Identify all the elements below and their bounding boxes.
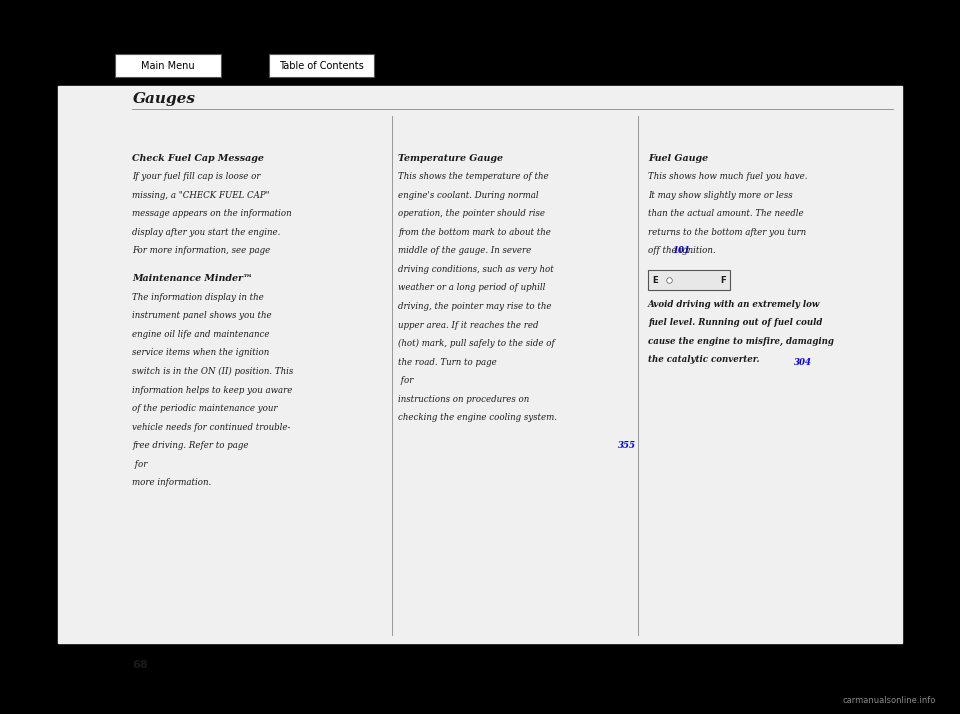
Text: This shows the temperature of the: This shows the temperature of the <box>398 172 549 181</box>
Text: 304: 304 <box>794 358 812 367</box>
Text: for: for <box>132 460 148 469</box>
Text: Fuel Gauge: Fuel Gauge <box>648 154 708 163</box>
Text: fuel level. Running out of fuel could: fuel level. Running out of fuel could <box>648 318 823 327</box>
Text: F: F <box>720 276 726 285</box>
Text: engine oil life and maintenance: engine oil life and maintenance <box>132 330 270 339</box>
FancyBboxPatch shape <box>269 54 374 77</box>
Text: than the actual amount. The needle: than the actual amount. The needle <box>648 209 804 218</box>
Text: This shows how much fuel you have.: This shows how much fuel you have. <box>648 172 807 181</box>
Text: switch is in the ON (II) position. This: switch is in the ON (II) position. This <box>132 367 294 376</box>
Bar <box>648 271 730 291</box>
Text: 68: 68 <box>132 660 148 670</box>
Text: For more information, see page: For more information, see page <box>132 246 271 256</box>
Text: upper area. If it reaches the red: upper area. If it reaches the red <box>398 321 539 330</box>
Text: operation, the pointer should rise: operation, the pointer should rise <box>398 209 545 218</box>
Text: Temperature Gauge: Temperature Gauge <box>398 154 503 163</box>
Text: driving conditions, such as very hot: driving conditions, such as very hot <box>398 265 554 274</box>
Text: Maintenance Minder™: Maintenance Minder™ <box>132 274 253 283</box>
Text: E: E <box>652 276 658 285</box>
Text: the road. Turn to page: the road. Turn to page <box>398 358 497 367</box>
Text: Table of Contents: Table of Contents <box>279 61 364 71</box>
Text: more information.: more information. <box>132 478 212 488</box>
Text: Check Fuel Cap Message: Check Fuel Cap Message <box>132 154 264 163</box>
Text: cause the engine to misfire, damaging: cause the engine to misfire, damaging <box>648 337 834 346</box>
Text: carmanualsonline.info: carmanualsonline.info <box>843 696 936 705</box>
Text: information helps to keep you aware: information helps to keep you aware <box>132 386 293 395</box>
Text: instructions on procedures on: instructions on procedures on <box>398 395 530 404</box>
Text: (hot) mark, pull safely to the side of: (hot) mark, pull safely to the side of <box>398 339 555 348</box>
Text: of the periodic maintenance your: of the periodic maintenance your <box>132 404 278 413</box>
Text: returns to the bottom after you turn: returns to the bottom after you turn <box>648 228 806 237</box>
Text: driving, the pointer may rise to the: driving, the pointer may rise to the <box>398 302 552 311</box>
Text: display after you start the engine.: display after you start the engine. <box>132 228 281 237</box>
Text: weather or a long period of uphill: weather or a long period of uphill <box>398 283 546 293</box>
Text: It may show slightly more or less: It may show slightly more or less <box>648 191 793 200</box>
Text: instrument panel shows you the: instrument panel shows you the <box>132 311 272 321</box>
Text: middle of the gauge. In severe: middle of the gauge. In severe <box>398 246 532 256</box>
Text: vehicle needs for continued trouble-: vehicle needs for continued trouble- <box>132 423 291 432</box>
FancyBboxPatch shape <box>115 54 221 77</box>
Text: .: . <box>689 246 692 256</box>
Text: engine's coolant. During normal: engine's coolant. During normal <box>398 191 539 200</box>
Text: service items when the ignition: service items when the ignition <box>132 348 270 358</box>
Text: Gauges: Gauges <box>132 91 196 106</box>
Text: message appears on the information: message appears on the information <box>132 209 292 218</box>
Text: 101: 101 <box>672 246 690 256</box>
Text: Main Menu: Main Menu <box>141 61 195 71</box>
Text: The information display in the: The information display in the <box>132 293 264 302</box>
Text: for: for <box>398 376 414 386</box>
Text: missing, a "CHECK FUEL CAP": missing, a "CHECK FUEL CAP" <box>132 191 270 200</box>
Text: off the ignition.: off the ignition. <box>648 246 715 256</box>
Text: from the bottom mark to about the: from the bottom mark to about the <box>398 228 551 237</box>
Text: checking the engine cooling system.: checking the engine cooling system. <box>398 413 558 423</box>
Text: 355: 355 <box>618 441 636 451</box>
Bar <box>58 86 902 643</box>
Text: free driving. Refer to page: free driving. Refer to page <box>132 441 249 451</box>
Text: the catalytic converter.: the catalytic converter. <box>648 356 759 364</box>
Text: If your fuel fill cap is loose or: If your fuel fill cap is loose or <box>132 172 261 181</box>
Text: Avoid driving with an extremely low: Avoid driving with an extremely low <box>648 300 820 308</box>
